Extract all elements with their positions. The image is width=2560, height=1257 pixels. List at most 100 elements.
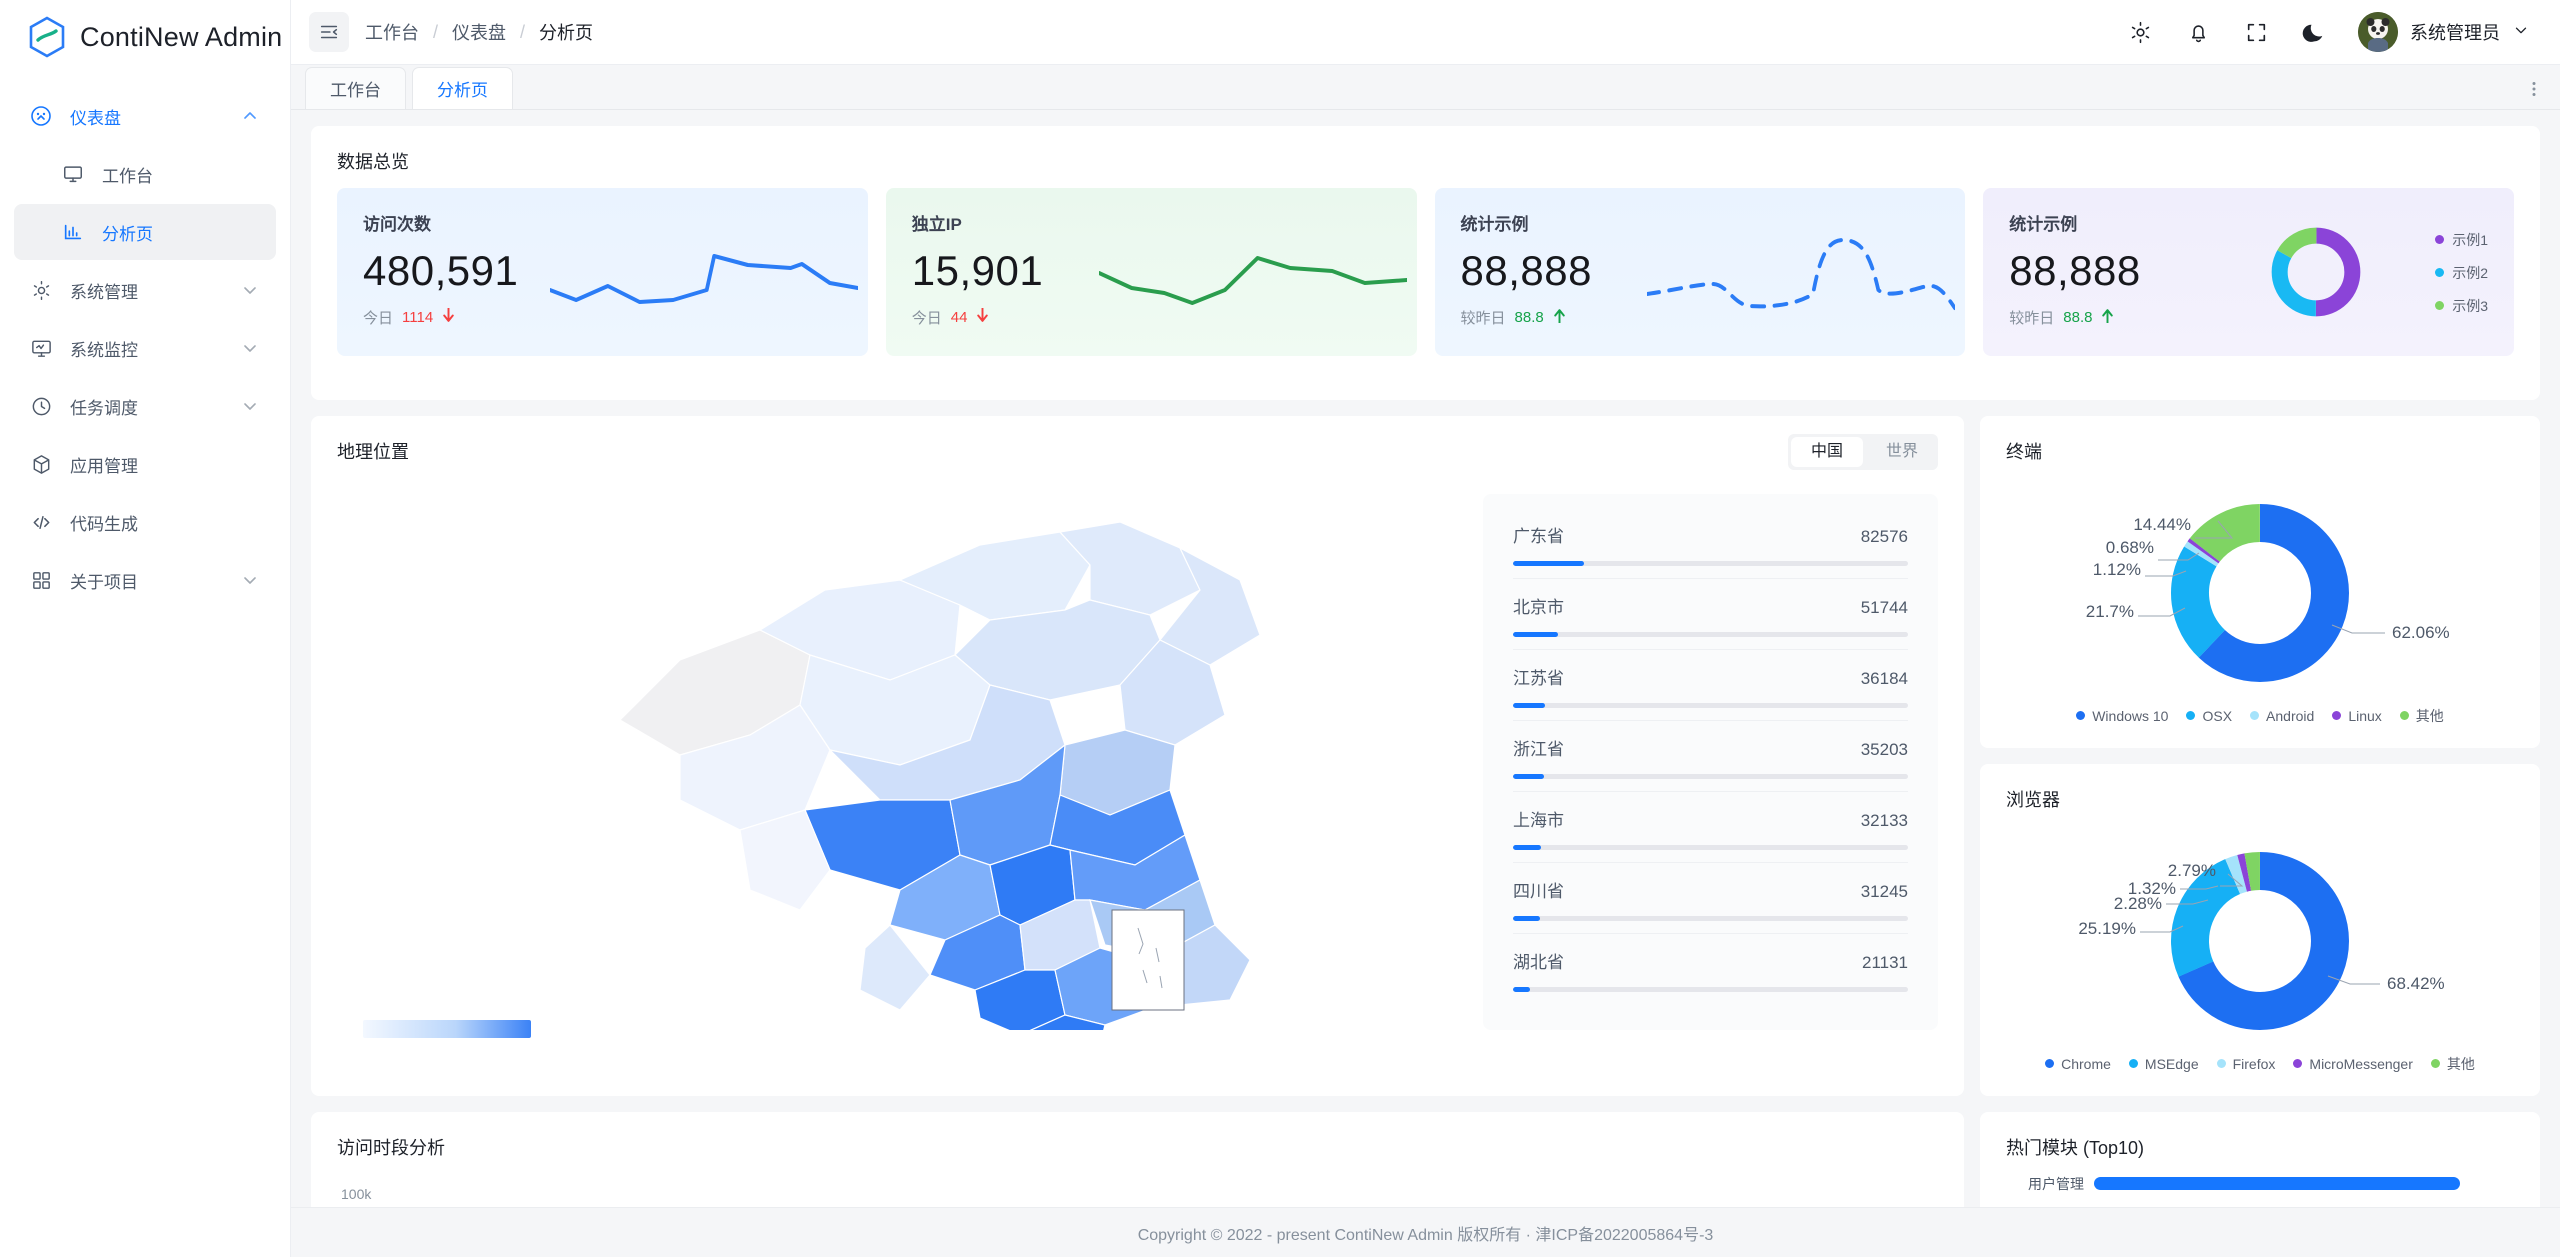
geo-scope-world[interactable]: 世界 — [1885, 442, 1918, 460]
list-item[interactable]: 浙江省 35203 — [1513, 721, 1908, 792]
sidebar-item-workbench[interactable]: 工作台 — [14, 146, 276, 202]
sidebar-item-dashboard[interactable]: 仪表盘 — [14, 88, 276, 144]
bell-icon[interactable] — [2184, 18, 2212, 46]
province-value: 32133 — [1860, 810, 1908, 830]
sidebar-item-about-project[interactable]: 关于项目 — [14, 552, 276, 608]
legend-label: Firefox — [2232, 1055, 2276, 1072]
collapse-sidebar-icon[interactable] — [309, 12, 349, 53]
list-item[interactable]: 广东省 82576 — [1513, 508, 1908, 579]
sidebar-item-task-scheduler[interactable]: 任务调度 — [14, 378, 276, 434]
legend-dot — [2128, 1059, 2138, 1069]
tab-analysis[interactable]: 分析页 — [412, 66, 513, 109]
sparkline-visits — [549, 253, 858, 304]
terminal-donut-chart[interactable]: 14.44% 0.68% 1.12% 21.7% 62.06% — [1980, 468, 2540, 718]
tab-label: 工作台 — [330, 80, 381, 100]
geo-scope-china[interactable]: 中国 — [1790, 436, 1863, 467]
stat-card-sample-2[interactable]: 统计示例 88,888 较昨日 88.8 — [1983, 187, 2514, 356]
monitor-pulse-icon — [28, 335, 54, 361]
breadcrumb-item-2: 分析页 — [539, 23, 594, 44]
china-map-svg — [619, 521, 1261, 1116]
moon-icon[interactable] — [2300, 18, 2328, 46]
legend-item[interactable]: MSEdge — [2128, 1054, 2199, 1074]
province-row: 北京市 51744 — [1513, 593, 1908, 618]
stat-card-visits[interactable]: 访问次数 480,591 今日 1114 — [337, 187, 868, 356]
arrow-down-icon — [976, 306, 989, 327]
list-item[interactable]: 上海市 32133 — [1513, 792, 1908, 863]
more-vertical-icon[interactable] — [2524, 79, 2544, 103]
logo-row[interactable]: ContiNew Admin — [0, 0, 290, 74]
stat-card-sample-1[interactable]: 统计示例 88,888 较昨日 88.8 — [1434, 187, 1966, 356]
sidebar-item-label: 关于项目 — [70, 572, 138, 592]
province-bar — [1513, 773, 1908, 779]
user-menu[interactable]: 系统管理员 — [2358, 12, 2530, 53]
fullscreen-icon[interactable] — [2242, 18, 2270, 46]
stat-card-unique-ip[interactable]: 独立IP 15,901 今日 44 — [885, 187, 1417, 356]
monitor-icon — [60, 161, 86, 187]
legend-dot — [2216, 1059, 2226, 1069]
tab-workbench[interactable]: 工作台 — [305, 66, 406, 109]
legend-item[interactable]: OSX — [2186, 706, 2232, 726]
breadcrumb-item-1[interactable]: 仪表盘 — [452, 23, 507, 44]
footer: Copyright © 2022 - present ContiNew Admi… — [291, 1207, 2560, 1257]
sidebar-item-label: 系统管理 — [70, 282, 138, 302]
terminal-label-linux: 0.68% — [2106, 538, 2154, 557]
sidebar-item-code-generation[interactable]: 代码生成 — [14, 494, 276, 550]
arrow-down-icon — [442, 306, 455, 327]
geo-scope-toggle[interactable]: 中国 世界 — [1787, 433, 1938, 470]
legend-item[interactable]: 其他 — [2399, 706, 2444, 726]
browser-label-firefox: 2.28% — [2114, 894, 2162, 913]
main-area: 工作台 / 仪表盘 / 分析页 — [291, 0, 2560, 1257]
sidebar-item-analysis[interactable]: 分析页 — [14, 204, 276, 260]
stat-label: 访问次数 — [363, 214, 431, 234]
province-name: 四川省 — [1513, 881, 1564, 901]
legend-item[interactable]: Firefox — [2216, 1054, 2276, 1074]
geo-header: 地理位置 中国 世界 — [311, 416, 1964, 470]
legend-item[interactable]: Android — [2250, 706, 2314, 726]
legend-label: MicroMessenger — [2309, 1055, 2413, 1072]
list-item[interactable]: 四川省 31245 — [1513, 863, 1908, 934]
stat-delta: 88.8 — [1514, 308, 1544, 326]
tab-label: 分析页 — [437, 80, 488, 100]
sidebar-item-system-monitor[interactable]: 系统监控 — [14, 320, 276, 376]
user-name: 系统管理员 — [2410, 23, 2500, 44]
legend-label: 示例2 — [2452, 264, 2488, 281]
browser-donut-chart[interactable]: 2.79% 1.32% 2.28% 25.19% 68.42% — [1980, 816, 2540, 1066]
chevron-down-icon — [240, 338, 260, 358]
app-title: ContiNew Admin — [80, 21, 283, 52]
china-map[interactable] — [337, 470, 1483, 1116]
legend-item[interactable]: Linux — [2332, 706, 2382, 726]
stat-foot-label: 今日 — [363, 309, 394, 327]
list-item[interactable]: 北京市 51744 — [1513, 579, 1908, 650]
legend-item[interactable]: Chrome — [2045, 1054, 2111, 1074]
legend-label: MSEdge — [2144, 1055, 2199, 1072]
gear-icon[interactable] — [2126, 18, 2154, 46]
legend-item: 示例3 — [2435, 296, 2488, 316]
terminal-card: 终端 — [1980, 415, 2540, 748]
stat-delta: 44 — [950, 308, 968, 326]
stat-label: 独立IP — [911, 214, 962, 234]
legend-dot — [2293, 1059, 2303, 1069]
list-item[interactable]: 江苏省 36184 — [1513, 650, 1908, 721]
legend-label: Linux — [2348, 707, 2382, 724]
breadcrumb-item-0[interactable]: 工作台 — [365, 23, 419, 44]
dashboard-icon — [28, 103, 54, 129]
province-name: 浙江省 — [1513, 739, 1564, 759]
tab-bar: 工作台 分析页 — [291, 65, 2560, 110]
sidebar-item-app-management[interactable]: 应用管理 — [14, 436, 276, 492]
province-value: 35203 — [1860, 739, 1908, 759]
province-name: 湖北省 — [1513, 952, 1564, 972]
legend-dot — [2430, 1059, 2440, 1069]
legend-item[interactable]: 其他 — [2430, 1054, 2475, 1074]
list-item[interactable]: 湖北省 21131 — [1513, 934, 1908, 992]
province-name: 江苏省 — [1513, 668, 1564, 688]
sidebar-item-system-management[interactable]: 系统管理 — [14, 262, 276, 318]
legend-label: 示例1 — [2452, 231, 2488, 248]
legend-dot — [2076, 711, 2086, 721]
stat-footer: 今日 1114 — [363, 306, 842, 328]
bottom-row: 访问时段分析 100k 热门模块 (Top10) 用户管理 — [311, 1111, 2540, 1208]
legend-item[interactable]: MicroMessenger — [2293, 1054, 2413, 1074]
legend-item[interactable]: Windows 10 — [2076, 706, 2168, 726]
copyright-text: Copyright © 2022 - present ContiNew Admi… — [1137, 1226, 1714, 1244]
clock-icon — [28, 393, 54, 419]
